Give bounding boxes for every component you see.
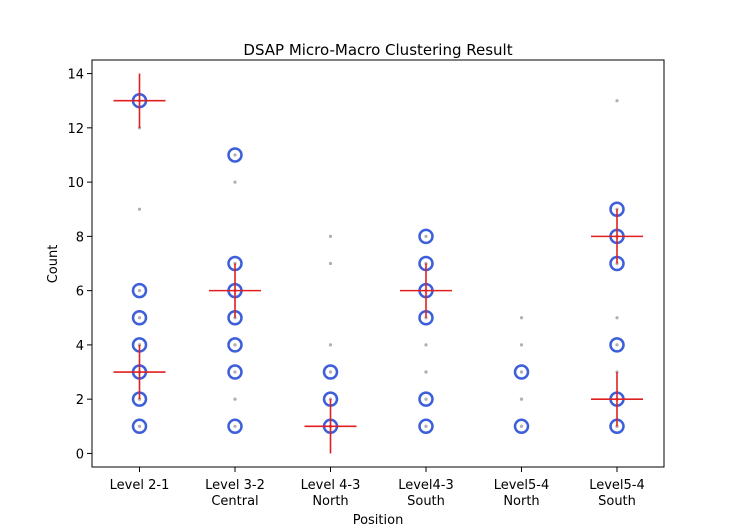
y-tick-label: 14: [67, 68, 84, 83]
data-point: [519, 343, 524, 347]
y-tick-label: 0: [76, 447, 84, 462]
data-point: [615, 99, 619, 103]
data-point: [328, 261, 333, 266]
x-axis: Level 2-1 Level 3-2 Central Level 4-3 North L…: [110, 467, 645, 509]
y-axis: 0 2 4 6 8 10 12 14: [67, 68, 92, 462]
chart-title: DSAP Micro-Macro Clustering Result: [243, 41, 512, 59]
micro-cluster-circle: [227, 147, 243, 163]
data-point: [233, 153, 237, 157]
plot-frame: [91, 59, 665, 468]
micro-cluster-circle: [131, 418, 148, 435]
data-point: [233, 370, 237, 374]
micro-cluster-circle: [131, 282, 148, 299]
x-tick-label: Level5-4 South: [589, 478, 645, 509]
data-point: [328, 343, 333, 347]
micro-cluster-circle: [609, 337, 625, 353]
data-point: [519, 316, 524, 320]
data-point: [424, 343, 428, 347]
y-tick-label: 2: [76, 393, 84, 408]
data-point: [137, 316, 142, 320]
data-point: [233, 343, 237, 347]
y-axis-label: Count: [46, 245, 61, 284]
data-point: [137, 424, 142, 428]
data-point: [424, 370, 428, 374]
data-point: [137, 207, 142, 211]
y-tick-label: 12: [67, 122, 84, 137]
micro-cluster-circle: [227, 418, 243, 435]
y-tick-label: 10: [67, 176, 84, 191]
x-tick-label: Level 2-1: [110, 478, 170, 493]
data-point: [615, 316, 619, 320]
data-point: [328, 234, 333, 238]
x-tick-label: Level4-3 South: [398, 478, 454, 509]
micro-cluster-circle: [513, 364, 530, 380]
micro-cluster-circle: [513, 418, 530, 435]
data-point: [519, 424, 524, 428]
data-point: [424, 424, 428, 428]
micro-cluster-circle: [227, 337, 243, 353]
data-point: [424, 397, 428, 401]
data-point: [615, 343, 619, 347]
x-axis-label: Position: [353, 513, 404, 525]
y-tick-label: 6: [76, 285, 84, 300]
x-tick-label: Level5-4 North: [494, 478, 550, 509]
micro-cluster-circle: [227, 364, 243, 380]
x-tick-label: Level 4-3 North: [301, 478, 361, 509]
data-point: [137, 289, 142, 293]
plot-area: [113, 73, 643, 454]
data-point: [424, 234, 428, 238]
data-point: [233, 397, 237, 401]
data-point: [233, 424, 237, 428]
micro-cluster-circle: [418, 391, 434, 407]
data-point: [519, 397, 524, 401]
y-tick-label: 8: [76, 230, 84, 245]
x-tick-label: Level 3-2 Central: [205, 478, 265, 509]
micro-cluster-circle: [322, 364, 339, 380]
micro-cluster-circle: [418, 228, 434, 245]
micro-cluster-circle: [418, 418, 434, 435]
y-tick-label: 4: [76, 339, 84, 354]
data-point: [233, 180, 237, 184]
data-point: [328, 370, 333, 374]
micro-cluster-circle: [131, 310, 148, 326]
data-point: [519, 370, 524, 374]
